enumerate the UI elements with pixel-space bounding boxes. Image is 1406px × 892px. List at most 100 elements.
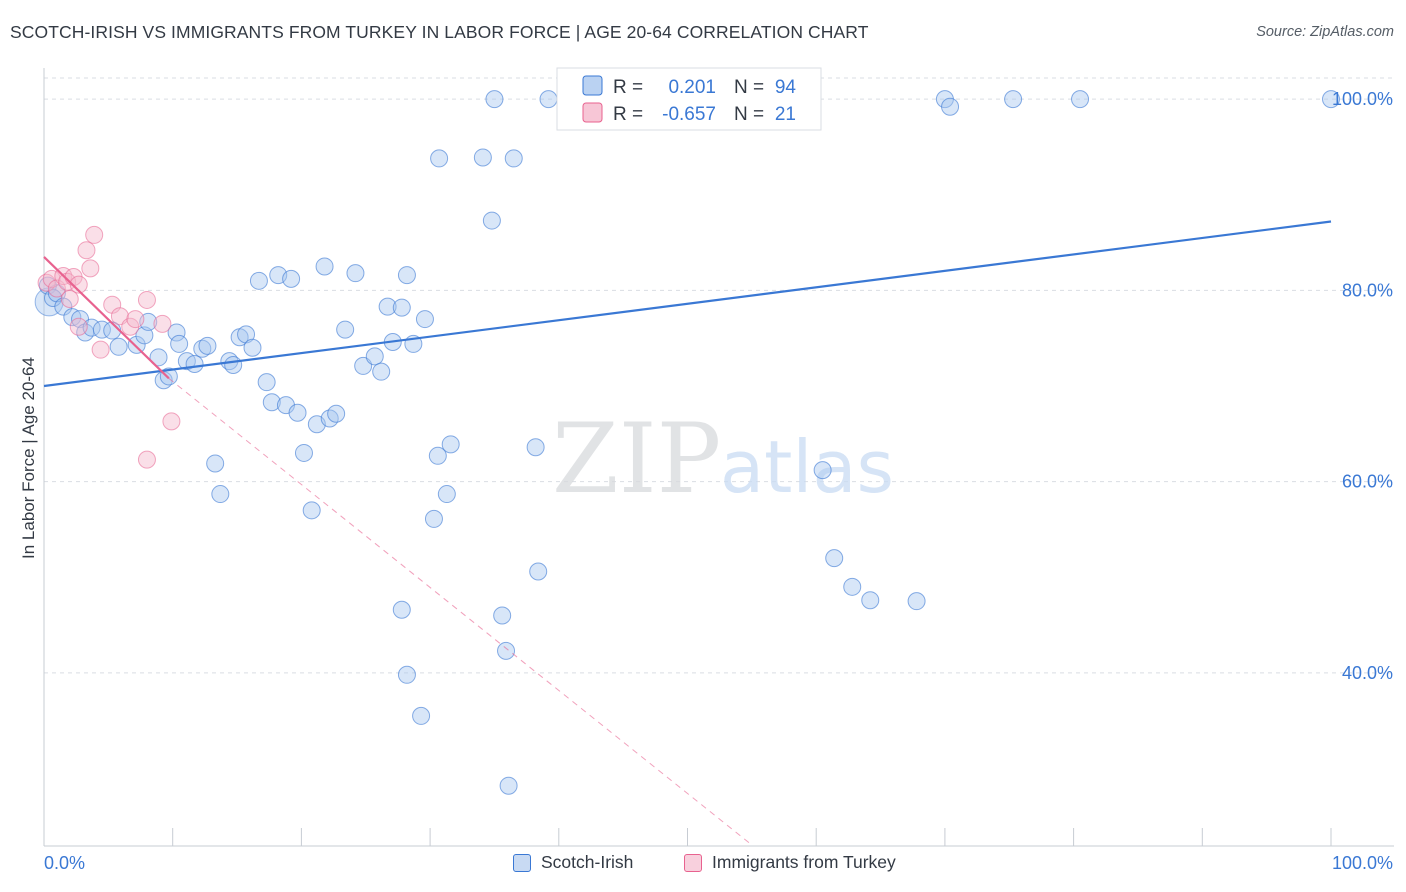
legend-r-label-1: R = [613,77,643,98]
scotch-irish-point [211,485,230,504]
scotch-irish-point [497,641,516,660]
legend-n-label-1: N = [734,77,764,98]
scotch-irish-point [378,297,397,316]
scotch-irish-point [294,443,313,462]
correlation-legend: R = 0.201 N = 94 R = -0.657 N = 21 [556,67,822,131]
scotch-irish-point [346,264,365,283]
scotch-irish-point [485,90,504,109]
series-immigrants-from-turkey-points [37,225,181,469]
grid-lines [44,77,1394,674]
scotch-irish-point [415,310,434,329]
legend-r-label-2: R = [613,104,643,125]
scotch-irish-point [257,373,276,392]
y-tick-label-40: 40.0% [1342,663,1393,683]
scotch-irish-point [397,665,416,684]
scotch-irish-point [262,393,281,412]
scotch-irish-point [529,562,548,581]
scotch-irish-point [365,347,384,366]
y-tick-label-60: 60.0% [1342,472,1393,492]
scotch-irish-point [907,592,926,611]
scotch-irish-point [354,356,373,375]
immigrants-from-turkey-point [69,317,88,336]
x-tick-labels: 0.0% 100.0% [44,853,1393,873]
x-tick-label-0: 0.0% [44,853,85,873]
legend-swatch-blue [582,75,603,96]
legend-r-value-1: 0.201 [668,77,716,98]
source-label: Source: ZipAtlas.com [1256,24,1394,40]
scotch-irish-point [54,297,73,316]
scotch-irish-point [288,403,307,422]
scotch-irish-point [206,454,225,473]
scotch-irish-point [224,355,243,374]
scotch-irish-point [1071,90,1090,109]
scotch-irish-point [1322,90,1340,109]
immigrants-from-turkey-trend-extension [168,377,753,846]
legend-label-scotch-irish: Scotch-Irish [541,852,634,872]
scotch-irish-point [327,404,346,423]
scotch-irish-point [499,776,518,795]
legend-n-value-2: 21 [775,104,796,125]
legend-swatch-pink [582,102,603,123]
scotch-irish-point [249,271,268,290]
immigrants-from-turkey-trend-line [43,256,170,380]
scotch-irish-point [127,335,146,354]
scotch-irish-point [861,591,880,610]
immigrants-from-turkey-point [153,314,172,333]
scotch-irish-point [424,509,443,528]
scotch-irish-point [843,577,862,596]
scotch-irish-point [430,149,449,168]
scotch-irish-point [135,326,154,345]
legend-swatch-immigrants-from-turkey [684,853,702,872]
scotch-irish-point [185,355,204,374]
scotch-irish-point [336,320,355,339]
immigrants-from-turkey-point [91,340,110,359]
bottom-legend: Scotch-Irish Immigrants from Turkey [0,852,1406,878]
y-axis-label: In Labor Force | Age 20-64 [19,357,38,559]
chart-title: SCOTCH-IRISH VS IMMIGRANTS FROM TURKEY I… [10,22,869,42]
immigrants-from-turkey-point [85,225,104,244]
scotch-irish-point [282,269,301,288]
scotch-irish-point [412,706,431,725]
legend-swatch-scotch-irish [513,853,531,872]
scotch-irish-point [539,90,558,109]
scotch-irish-point [504,149,523,168]
scotch-irish-point [397,266,416,285]
scotch-irish-point [428,446,447,465]
trend-lines [43,220,1332,846]
scotch-irish-point [392,298,411,317]
scotch-irish-point [813,461,832,480]
scotch-irish-point [825,549,844,568]
legend-item-immigrants-from-turkey[interactable]: Immigrants from Turkey [684,852,896,873]
scotch-irish-point [941,97,960,116]
legend-item-scotch-irish[interactable]: Scotch-Irish [513,852,633,873]
scotch-irish-point [198,336,217,355]
scotch-irish-point [526,438,545,457]
y-tick-label-80: 80.0% [1342,280,1393,300]
legend-label-immigrants-from-turkey: Immigrants from Turkey [712,852,896,872]
watermark: ZIP atlas [552,403,894,515]
legend-n-value-1: 94 [775,77,797,98]
legend-r-value-2: -0.657 [662,104,716,125]
scotch-irish-point [372,362,391,381]
scotch-irish-point [437,485,456,504]
legend-n-label-2: N = [734,104,764,125]
scotch-irish-point [92,320,111,339]
scotch-irish-point [315,257,334,276]
axes [43,68,1394,847]
immigrants-from-turkey-point [137,290,156,309]
immigrants-from-turkey-point [81,259,100,278]
scotch-irish-point [473,148,492,167]
scotch-irish-point [63,308,82,327]
scotch-irish-point [170,334,189,353]
scotch-irish-point [159,367,178,386]
scotch-irish-point [149,348,168,367]
scotch-irish-point [302,501,321,520]
immigrants-from-turkey-point [77,241,96,260]
immigrants-from-turkey-point [60,289,79,308]
immigrants-from-turkey-point [42,269,61,288]
watermark-zip: ZIP [552,403,721,515]
immigrants-from-turkey-point [126,310,145,329]
y-tick-label-100: 100.0% [1332,89,1393,109]
scotch-irish-cluster-point [34,287,64,317]
